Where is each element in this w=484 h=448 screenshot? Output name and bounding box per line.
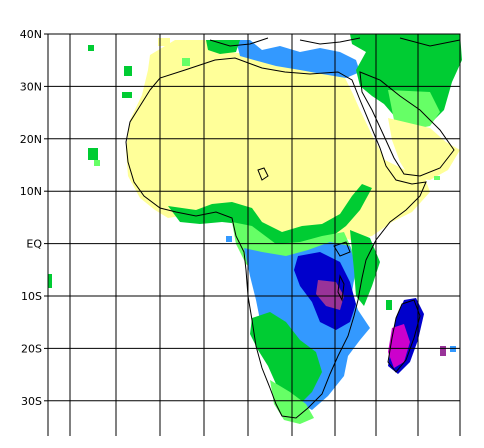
- field-arabia-yellow: [388, 118, 460, 180]
- field-mideast-lightgreen: [388, 90, 440, 130]
- coastline-arabia: [359, 71, 455, 177]
- field-patch: [226, 236, 232, 242]
- field-green-east: [350, 230, 380, 306]
- field-patch: [158, 38, 170, 46]
- field-purple-core: [316, 280, 344, 310]
- latitude-label: 20S: [21, 342, 42, 355]
- field-med-green: [206, 40, 240, 54]
- latitude-label: 10N: [20, 185, 42, 198]
- graticule: [47, 33, 461, 436]
- field-patch: [122, 92, 132, 98]
- latitude-label: 20N: [20, 133, 42, 146]
- field-green-sahel: [168, 184, 372, 250]
- field-patch: [88, 148, 98, 160]
- coastline-lake-malawi: [337, 274, 345, 302]
- latitude-label: 30N: [20, 80, 42, 93]
- coastline-europe: [209, 37, 461, 47]
- field-patch: [440, 346, 446, 356]
- coastline-layer: [125, 37, 461, 419]
- field-patch: [48, 274, 52, 288]
- field-patch: [124, 66, 132, 76]
- coastline-madagascar: [387, 299, 421, 373]
- field-patch: [386, 300, 392, 310]
- latitude-label: EQ: [26, 238, 42, 251]
- latitude-label: 30S: [21, 395, 42, 408]
- field-patch: [94, 160, 100, 166]
- field-patch: [434, 176, 440, 180]
- field-patch: [182, 58, 190, 66]
- coastline-lake: [257, 167, 269, 181]
- field-yellow-north: [126, 40, 430, 240]
- latitude-label: 40N: [20, 28, 42, 41]
- coastline-africa: [125, 57, 427, 419]
- field-patch: [88, 45, 94, 51]
- field-patch: [450, 346, 456, 352]
- latitude-labels: 40N 30N 20N 10N EQ 10S 20S 30S: [20, 28, 48, 408]
- field-med-blue: [236, 40, 360, 78]
- map-frame: [47, 33, 461, 436]
- latitude-label: 10S: [21, 290, 42, 303]
- field-madagascar-purple: [388, 324, 410, 368]
- field-green-south: [250, 312, 322, 416]
